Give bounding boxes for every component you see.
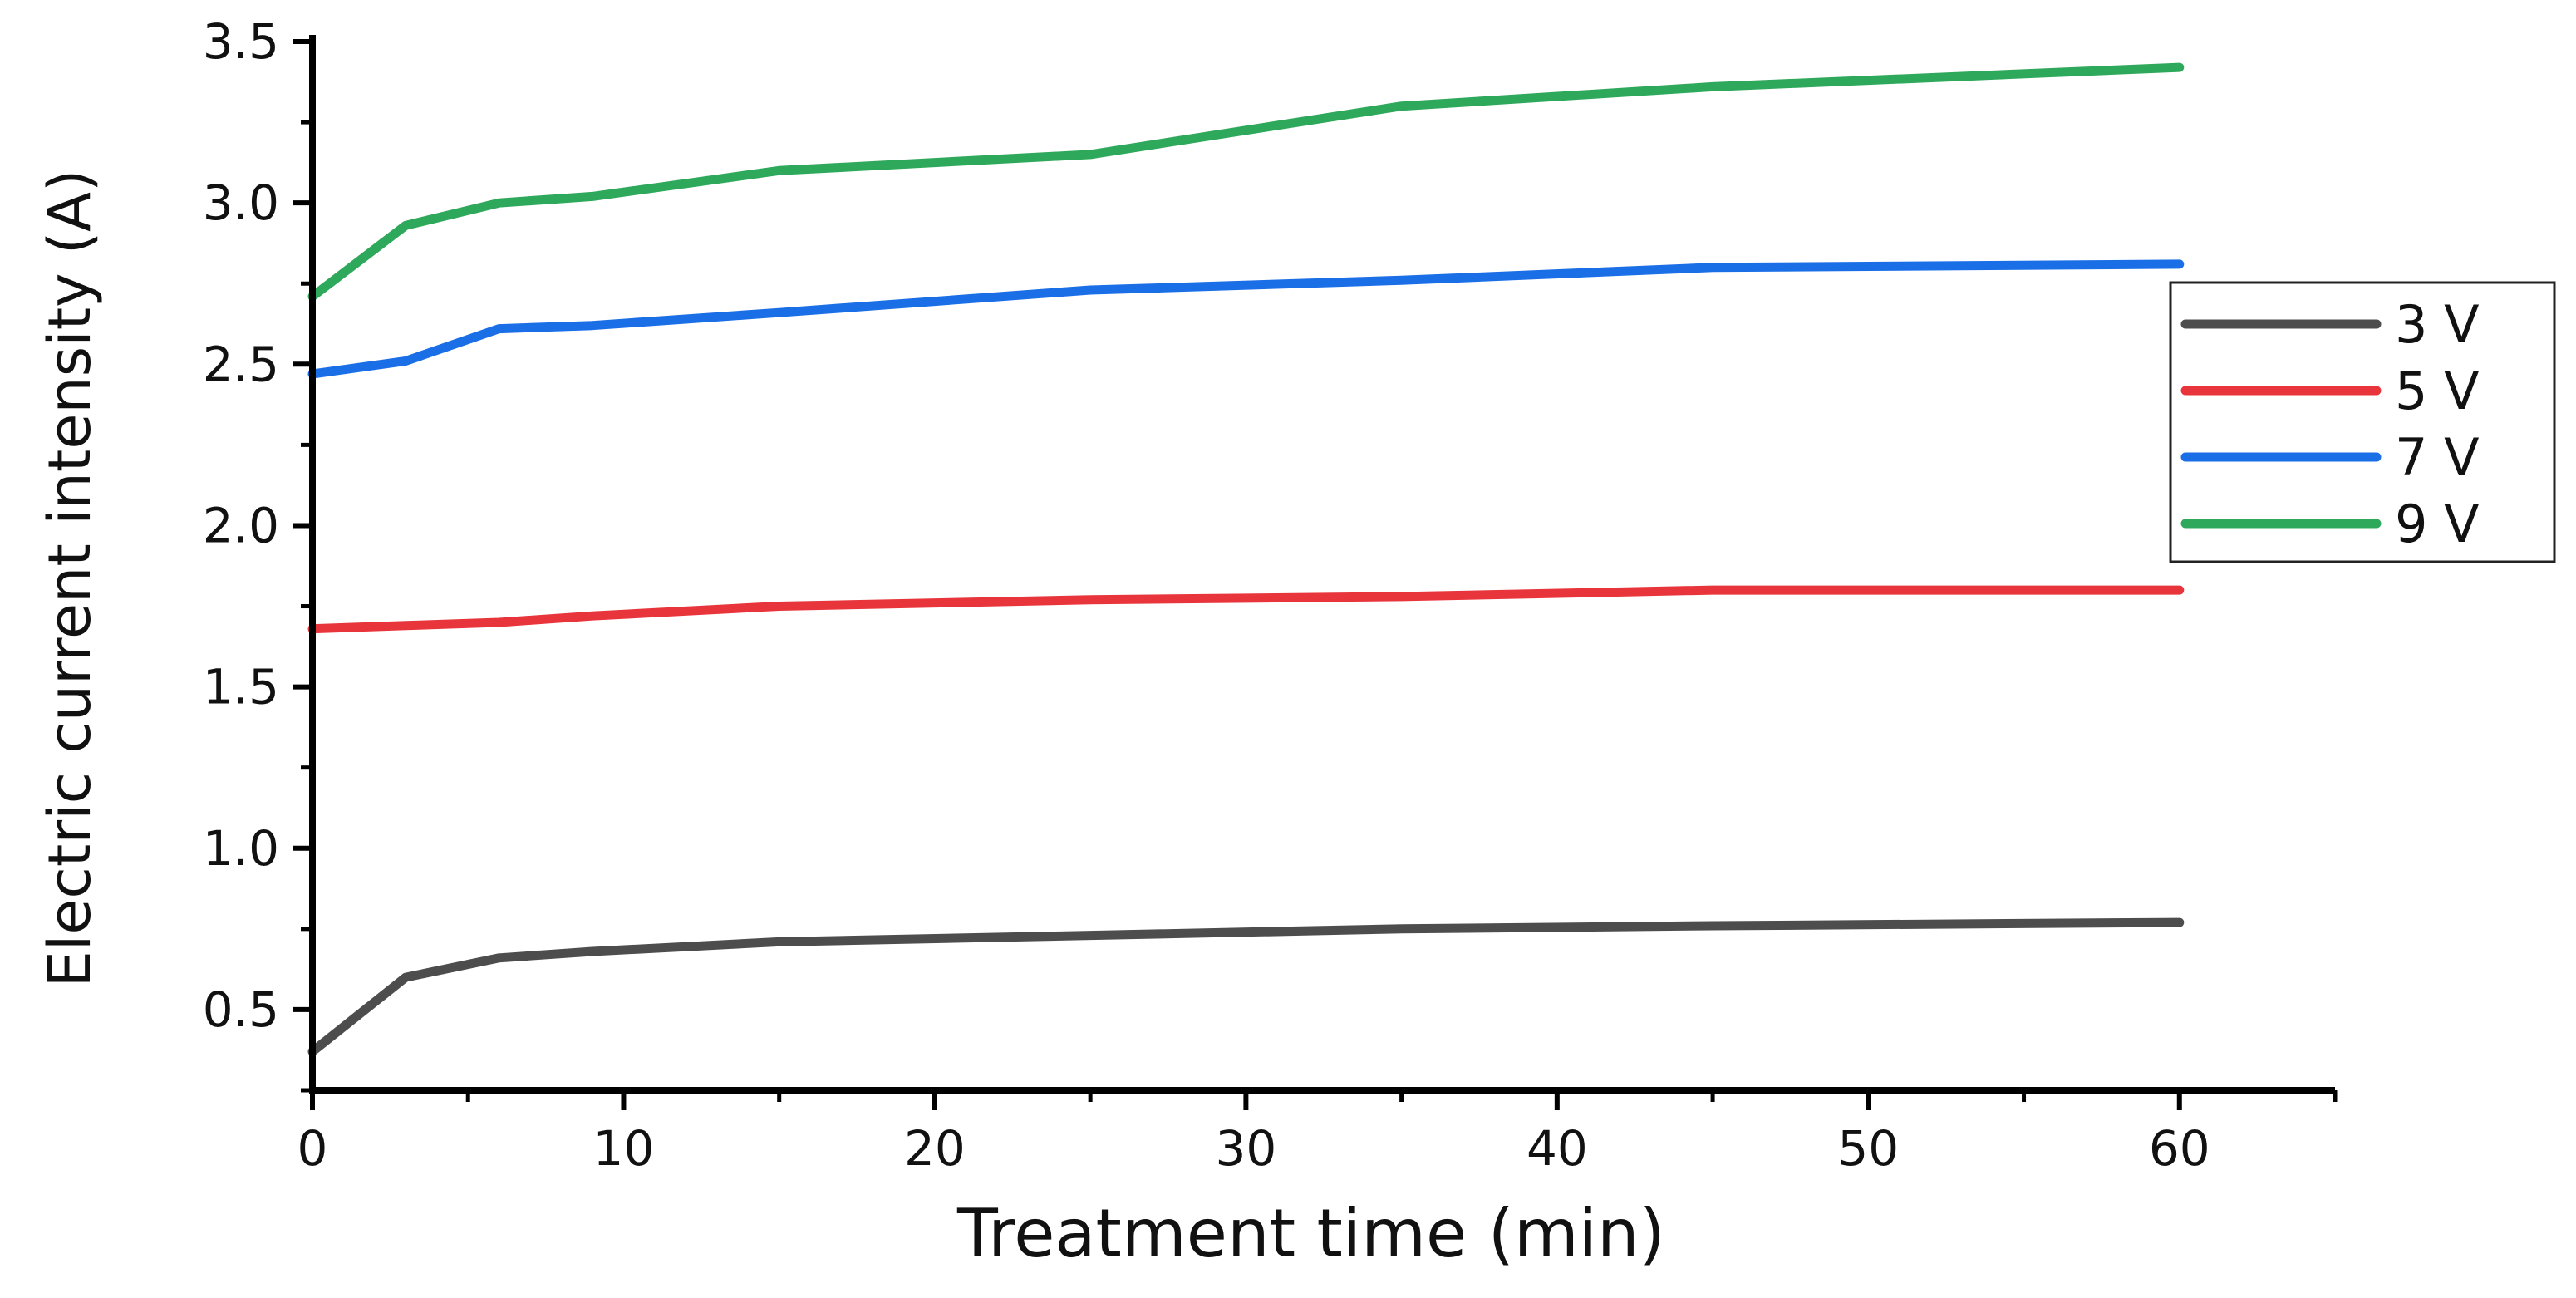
y-tick-label: 0.5 [203,981,279,1038]
series-lines [307,62,2185,1056]
series-line-7v [307,259,2185,379]
legend-label-9v: 9 V [2395,494,2480,554]
legend-label-5v: 5 V [2395,361,2480,421]
series-line-9v [307,62,2185,302]
x-tick-label: 40 [1526,1120,1588,1177]
y-tick-label: 1.0 [203,820,279,877]
x-tick-label: 30 [1215,1120,1276,1177]
x-tick-label: 50 [1837,1120,1899,1177]
legend: 3 V5 V7 V9 V [2169,281,2556,563]
legend-box [2169,281,2556,563]
y-tick-label: 2.0 [203,497,279,553]
y-tick-label: 3.5 [203,13,279,70]
y-tick-label: 3.0 [203,175,279,231]
x-tick-label: 0 [297,1120,328,1177]
x-tick-label: 60 [2149,1120,2210,1177]
series-line-5v [307,585,2185,634]
tick-labels: 0.5 1.0 1.5 2.0 2.5 3.0 3.5 0 10 20 30 40 50 60 [203,13,2210,1177]
x-tick-label: 10 [593,1120,655,1177]
legend-label-7v: 7 V [2395,427,2480,488]
y-axis-title: Electric current intensity (A) [36,170,104,988]
legend-label-3v: 3 V [2395,294,2480,355]
y-tick-label: 2.5 [203,336,279,392]
x-tick-label: 20 [904,1120,966,1177]
y-tick-label: 1.5 [203,659,279,715]
x-axis-title: Treatment time (min) [956,1195,1665,1272]
series-line-3v [307,917,2185,1056]
axes [293,35,2338,1110]
